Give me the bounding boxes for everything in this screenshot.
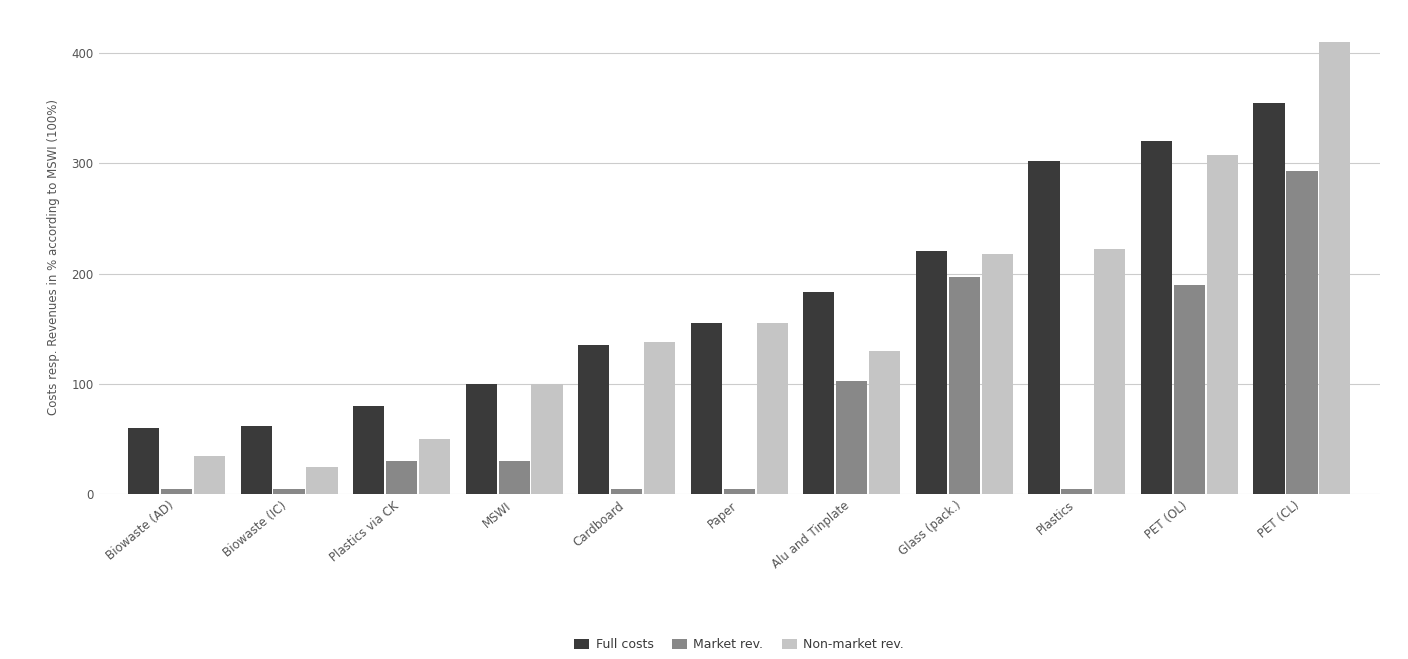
Y-axis label: Costs resp. Revenues in % according to MSWI (100%): Costs resp. Revenues in % according to M…	[48, 99, 61, 415]
Legend: Full costs, Market rev., Non-market rev.: Full costs, Market rev., Non-market rev.	[569, 633, 910, 656]
Bar	[1094, 249, 1125, 494]
Bar	[1207, 156, 1238, 494]
Bar	[353, 406, 384, 494]
Bar	[161, 489, 191, 494]
Bar	[691, 323, 722, 494]
Bar	[1140, 141, 1171, 494]
Bar	[869, 351, 900, 494]
Bar	[194, 455, 225, 494]
Bar	[724, 489, 755, 494]
Bar	[756, 323, 787, 494]
Bar	[836, 381, 867, 494]
Bar	[981, 254, 1012, 494]
Bar	[307, 467, 338, 494]
Bar	[949, 277, 980, 494]
Bar	[1028, 161, 1059, 494]
Bar	[498, 461, 529, 494]
Bar	[803, 293, 835, 494]
Bar	[1287, 171, 1318, 494]
Bar	[273, 489, 304, 494]
Bar	[1319, 42, 1350, 494]
Bar	[579, 345, 610, 494]
Bar	[466, 384, 497, 494]
Bar	[241, 426, 272, 494]
Bar	[531, 384, 563, 494]
Bar	[128, 428, 159, 494]
Bar	[1174, 285, 1205, 494]
Bar	[420, 439, 451, 494]
Bar	[386, 461, 417, 494]
Bar	[1253, 103, 1284, 494]
Bar	[1062, 489, 1093, 494]
Bar	[643, 342, 676, 494]
Bar	[915, 252, 948, 494]
Bar	[611, 489, 642, 494]
